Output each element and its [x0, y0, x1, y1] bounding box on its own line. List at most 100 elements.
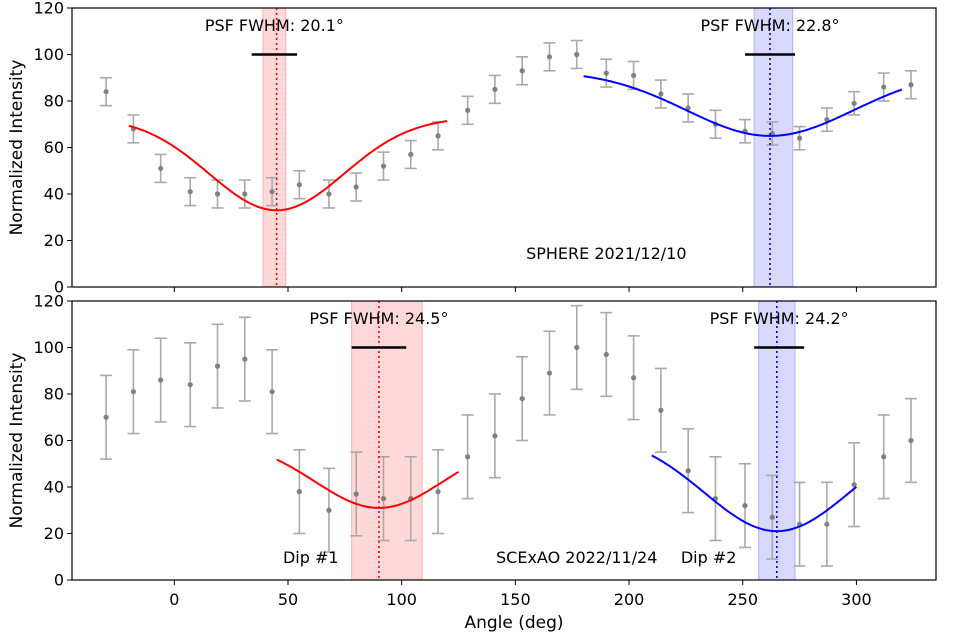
fit-curve-red	[276, 458, 460, 509]
psf-fwhm-label: PSF FWHM: 24.5°	[309, 309, 448, 328]
point-marker	[824, 521, 830, 527]
point-marker	[296, 489, 302, 495]
point-marker	[742, 503, 748, 509]
point-marker	[908, 82, 914, 88]
point-marker	[519, 396, 525, 402]
y-tick-label: 100	[33, 338, 64, 357]
point-marker	[296, 182, 302, 188]
data-point	[766, 474, 779, 560]
x-tick-label: 0	[169, 590, 179, 609]
data-point	[100, 76, 113, 107]
point-marker	[908, 437, 914, 444]
x-tick-label: 200	[614, 590, 645, 609]
data-point	[600, 311, 613, 398]
point-marker	[435, 489, 441, 495]
y-tick-label: 60	[44, 431, 64, 450]
data-point	[600, 58, 613, 88]
data-point	[709, 455, 722, 542]
data-point	[293, 169, 306, 200]
point-marker	[851, 482, 857, 488]
data-point	[322, 467, 335, 553]
point-marker	[187, 382, 193, 388]
point-marker	[187, 189, 193, 195]
point-marker	[214, 191, 221, 197]
data-point	[570, 304, 583, 391]
data-point	[377, 151, 390, 181]
point-marker	[658, 407, 664, 413]
y-tick-label: 0	[54, 571, 64, 590]
point-marker	[269, 189, 275, 195]
point-marker	[603, 70, 609, 76]
point-marker	[435, 133, 441, 139]
observation-label: SPHERE 2021/12/10	[526, 244, 686, 263]
data-point	[488, 393, 501, 479]
point-marker	[158, 165, 164, 172]
data-point	[461, 95, 474, 126]
point-marker	[574, 51, 580, 58]
psf-fwhm-label: PSF FWHM: 22.8°	[700, 16, 839, 35]
y-tick-label: 20	[44, 231, 64, 250]
x-tick-label: 150	[500, 590, 531, 609]
point-marker	[103, 414, 109, 420]
y-axis-label: Normalized Intensity	[7, 353, 27, 529]
data-point	[266, 349, 279, 435]
point-marker	[242, 191, 248, 197]
y-tick-label: 0	[54, 278, 64, 297]
point-marker	[465, 454, 471, 460]
point-marker	[519, 68, 525, 74]
point-marker	[130, 389, 136, 395]
data-point	[184, 176, 197, 207]
data-point	[322, 179, 335, 209]
y-tick-label: 60	[44, 138, 64, 157]
data-point	[461, 414, 474, 500]
data-point	[516, 355, 529, 442]
y-tick-label: 100	[33, 45, 64, 64]
fit-curve-red	[128, 120, 448, 212]
psf-band-blue	[753, 7, 794, 288]
data-point	[848, 442, 861, 528]
point-marker	[796, 135, 803, 141]
point-marker	[851, 100, 857, 106]
y-tick-label: 120	[33, 292, 64, 311]
point-marker	[492, 86, 498, 92]
point-marker	[658, 91, 664, 97]
point-marker	[380, 496, 387, 502]
axes-frame	[71, 300, 937, 581]
y-tick-label: 120	[33, 0, 64, 18]
data-point	[293, 448, 306, 535]
y-tick-label: 40	[44, 478, 64, 497]
axes-frame	[71, 7, 937, 288]
data-point	[516, 56, 529, 86]
point-marker	[631, 72, 637, 79]
data-point	[570, 39, 583, 70]
point-marker	[103, 89, 109, 95]
data-point	[211, 179, 224, 209]
y-tick-label: 80	[44, 385, 64, 404]
fit-curve-blue	[583, 75, 903, 137]
panel-sphere: PSF FWHM: 20.1° PSF FWHM: 22.8° SPHERE 202…	[7, 0, 937, 297]
data-point	[154, 337, 167, 423]
data-point	[654, 367, 667, 453]
psf-fwhm-label: PSF FWHM: 20.1°	[205, 16, 344, 35]
data-point	[100, 374, 113, 460]
data-point	[820, 481, 833, 567]
point-marker	[326, 191, 332, 197]
x-tick-label: 250	[727, 590, 758, 609]
data-point	[904, 69, 917, 100]
data-point	[184, 342, 197, 428]
data-point	[266, 176, 279, 207]
point-marker	[353, 491, 359, 497]
y-tick-label: 40	[44, 185, 64, 204]
point-marker	[769, 514, 775, 520]
dip-label: Dip #1	[283, 548, 339, 567]
point-marker	[465, 107, 471, 113]
data-point	[904, 397, 917, 484]
point-marker	[881, 84, 887, 90]
data-point	[682, 428, 695, 514]
x-tick-label: 100	[386, 590, 417, 609]
point-marker	[380, 163, 387, 169]
point-marker	[269, 389, 275, 395]
data-point	[432, 121, 445, 151]
point-marker	[603, 351, 609, 358]
